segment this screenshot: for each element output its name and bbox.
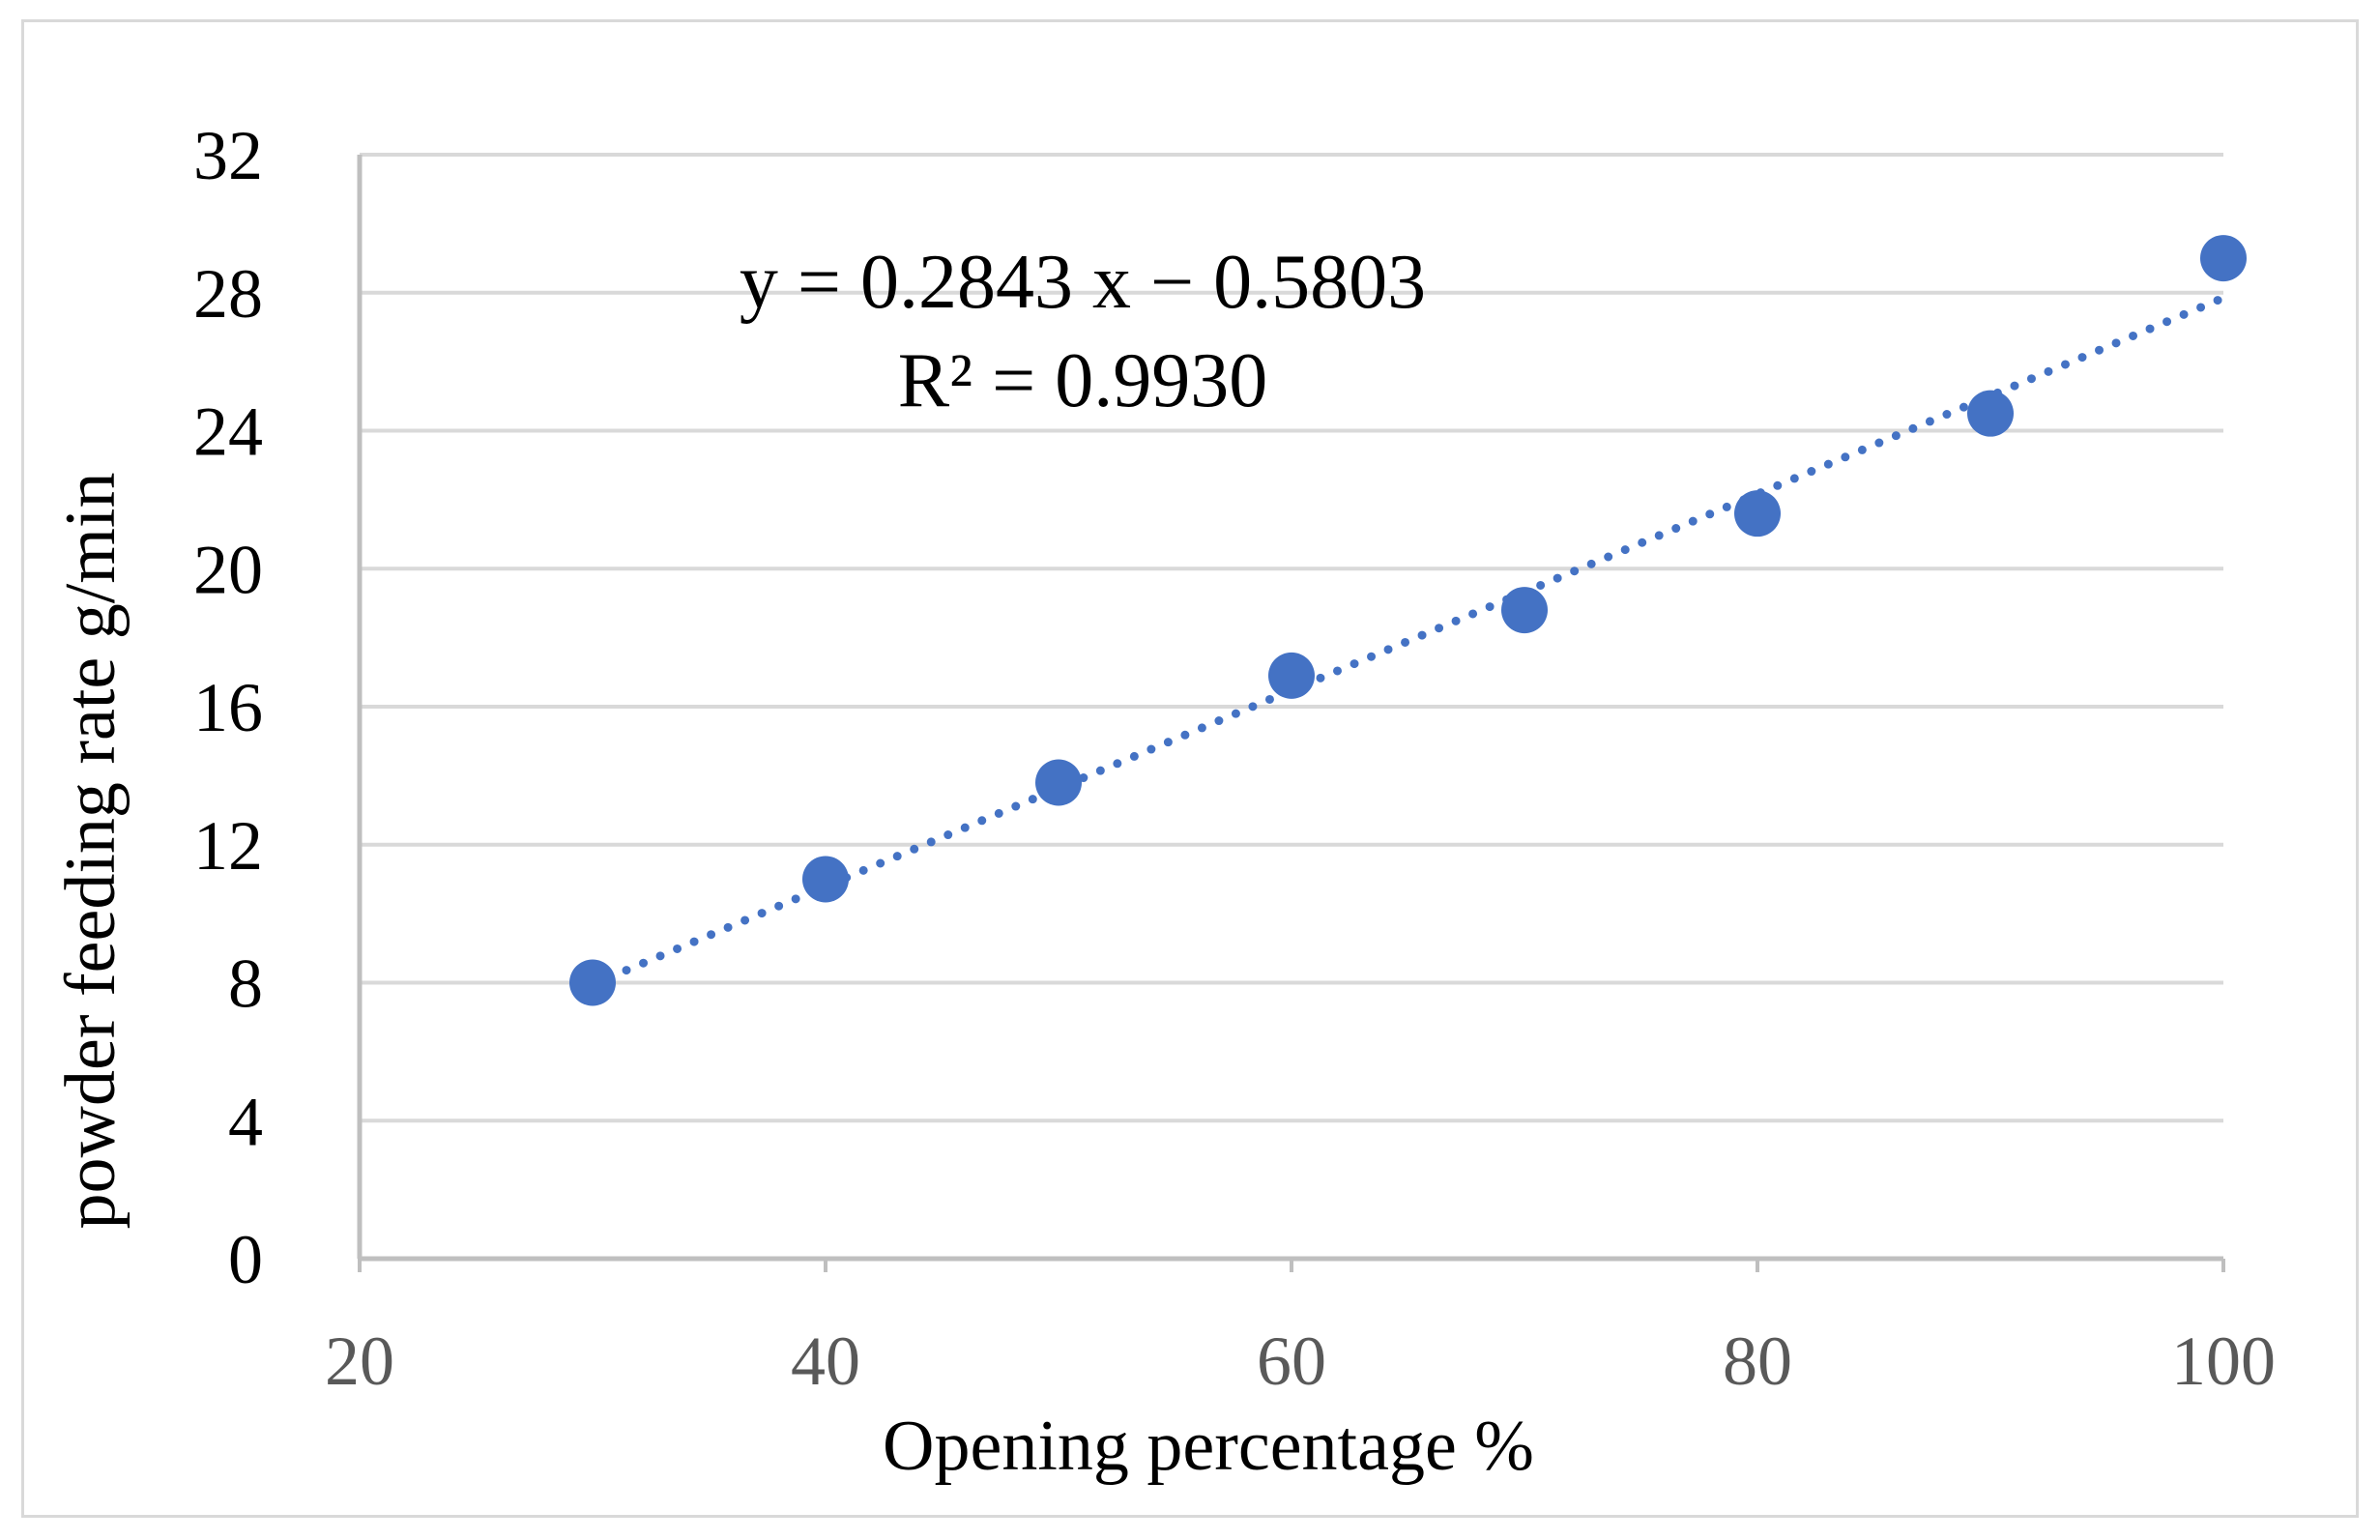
x-axis-title: Opening percentage % — [883, 1407, 1534, 1486]
data-points — [569, 235, 2247, 1006]
axes — [357, 155, 2225, 1272]
data-point — [1967, 390, 2014, 437]
data-point — [1734, 490, 1781, 538]
data-point — [1035, 759, 1082, 806]
trendline — [588, 293, 2228, 989]
chart-frame — [21, 19, 2359, 1518]
trendline-line — [588, 293, 2228, 989]
data-point — [1268, 652, 1315, 699]
y-tick-label: 0 — [228, 1221, 263, 1298]
data-point — [1501, 587, 1548, 634]
y-tick-label: 4 — [228, 1083, 263, 1160]
x-tick-label: 40 — [791, 1322, 860, 1400]
y-tick-label: 8 — [228, 945, 263, 1023]
x-tick-label: 100 — [2171, 1322, 2276, 1400]
x-tick-label: 20 — [325, 1322, 394, 1400]
x-tick-label: 60 — [1257, 1322, 1326, 1400]
y-tick-label: 12 — [193, 807, 263, 885]
y-tick-label: 24 — [193, 393, 263, 471]
tick-labels: 0 4 8 12 16 20 24 28 32 20 40 60 80 100 — [193, 117, 2276, 1400]
data-point — [802, 856, 849, 903]
y-tick-label: 28 — [193, 255, 263, 333]
trendline-equation: y = 0.2843 x − 0.5803 — [740, 240, 1426, 325]
trendline-r-squared: R² = 0.9930 — [898, 338, 1267, 423]
y-tick-label: 32 — [193, 117, 263, 194]
y-axis-title: powder feeding rate g/min — [51, 473, 131, 1230]
y-tick-label: 20 — [193, 531, 263, 608]
data-point — [569, 959, 616, 1006]
y-tick-label: 16 — [193, 669, 263, 746]
data-point — [2200, 235, 2247, 282]
x-tick-label: 80 — [1723, 1322, 1792, 1400]
